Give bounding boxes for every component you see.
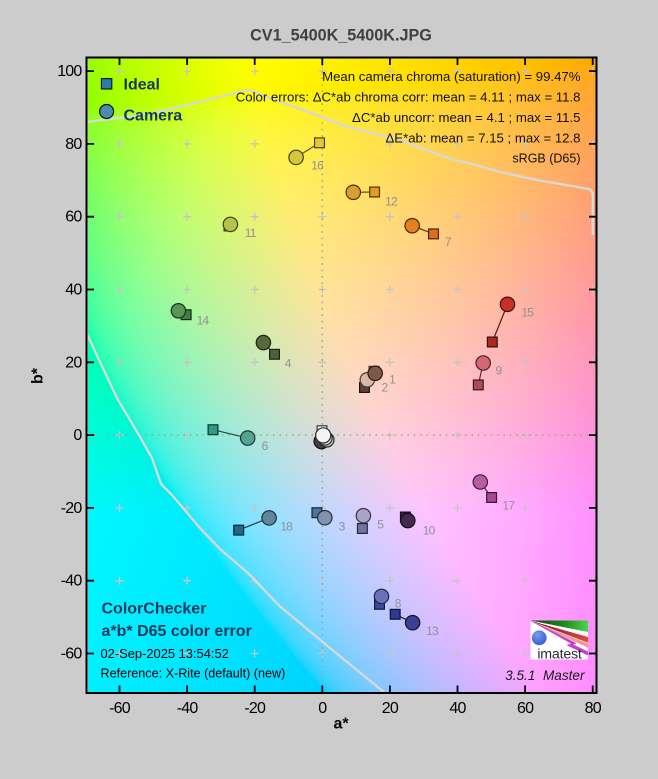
- svg-text:6: 6: [262, 439, 269, 453]
- svg-text:8: 8: [395, 597, 402, 611]
- svg-text:ΔE*ab: mean = 7.15 ; max = 1: ΔE*ab: mean = 7.15 ; max = 12.8: [385, 131, 580, 146]
- svg-text:80: 80: [65, 136, 82, 153]
- svg-text:02-Sep-2025 13:54:52: 02-Sep-2025 13:54:52: [101, 646, 229, 661]
- svg-text:17: 17: [503, 499, 516, 513]
- svg-text:3: 3: [339, 520, 346, 534]
- svg-text:9: 9: [495, 363, 502, 377]
- svg-text:a*b* D65 color error: a*b* D65 color error: [102, 623, 252, 640]
- svg-text:16: 16: [311, 158, 324, 172]
- svg-text:2: 2: [381, 381, 388, 395]
- svg-text:40: 40: [65, 282, 82, 299]
- svg-text:4: 4: [285, 357, 292, 371]
- svg-text:100: 100: [57, 63, 82, 80]
- svg-text:-60: -60: [61, 646, 83, 663]
- svg-text:Reference: X-Rite (default) (n: Reference: X-Rite (default) (new): [101, 667, 286, 681]
- svg-text:CV1_5400K_5400K.JPG: CV1_5400K_5400K.JPG: [250, 27, 432, 45]
- svg-text:5: 5: [377, 518, 384, 532]
- svg-text:13: 13: [426, 624, 439, 638]
- svg-text:12: 12: [385, 194, 398, 208]
- svg-text:40: 40: [449, 700, 466, 717]
- svg-text:-20: -20: [61, 500, 83, 517]
- svg-text:14: 14: [197, 314, 210, 328]
- svg-text:Color errors: ΔC*ab chroma cor: Color errors: ΔC*ab chroma corr: mean = …: [236, 90, 581, 105]
- svg-text:-40: -40: [61, 573, 83, 590]
- svg-text:ΔC*ab uncorr: mean = 4.1 ; m: ΔC*ab uncorr: mean = 4.1 ; max = 11.5: [352, 110, 580, 125]
- svg-text:ColorChecker: ColorChecker: [102, 601, 207, 618]
- svg-text:3.5.1 Master: 3.5.1 Master: [505, 668, 585, 683]
- svg-text:imatest: imatest: [537, 647, 582, 663]
- svg-text:20: 20: [65, 354, 82, 371]
- svg-text:60: 60: [517, 700, 534, 717]
- svg-text:10: 10: [423, 523, 436, 537]
- svg-text:1: 1: [389, 373, 396, 387]
- svg-text:Mean camera chroma (saturation: Mean camera chroma (saturation) = 99.47%: [322, 69, 581, 84]
- svg-text:80: 80: [585, 700, 602, 717]
- svg-text:60: 60: [65, 209, 82, 226]
- svg-text:20: 20: [382, 700, 399, 717]
- svg-text:Camera: Camera: [124, 108, 183, 125]
- svg-text:-20: -20: [244, 700, 266, 717]
- svg-text:18: 18: [280, 519, 293, 533]
- svg-text:-40: -40: [177, 700, 199, 717]
- svg-text:sRGB (D65): sRGB (D65): [512, 152, 580, 166]
- svg-text:7: 7: [445, 235, 452, 249]
- svg-text:a*: a*: [333, 716, 349, 733]
- svg-text:b*: b*: [30, 367, 47, 384]
- svg-text:15: 15: [521, 305, 534, 319]
- svg-text:-60: -60: [109, 700, 131, 717]
- svg-text:11: 11: [245, 226, 257, 240]
- svg-text:Ideal: Ideal: [124, 77, 160, 94]
- svg-text:0: 0: [318, 700, 327, 717]
- svg-text:0: 0: [73, 427, 82, 444]
